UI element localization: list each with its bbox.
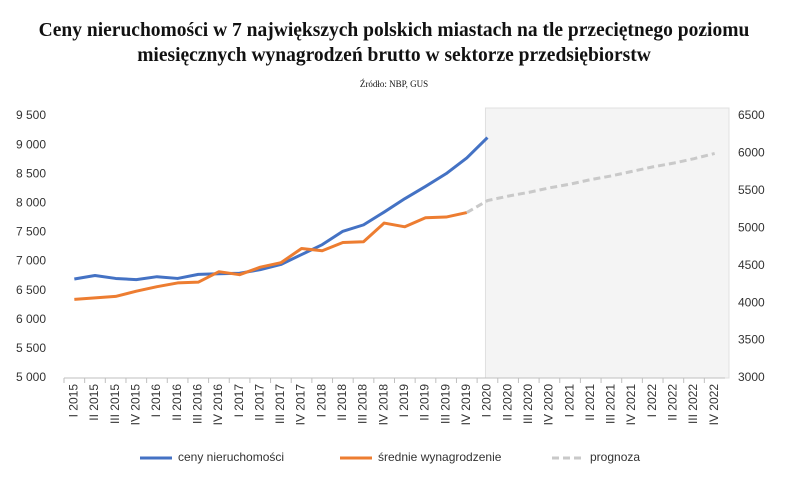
y-tick-label: 7 500 (16, 225, 46, 239)
x-tick-label: III 2018 (356, 384, 370, 424)
y-tick-label: 9 000 (16, 137, 46, 151)
x-tick-label: II 2018 (335, 384, 349, 421)
y2-tick-label: 5500 (738, 183, 765, 197)
x-tick-label: IV 2020 (542, 384, 556, 426)
x-tick-label: IV 2015 (128, 384, 142, 426)
y2-tick-label: 6500 (738, 108, 765, 122)
x-tick-label: I 2016 (149, 384, 163, 418)
y2-tick-label: 3000 (738, 370, 765, 384)
x-tick-label: I 2022 (645, 384, 659, 418)
y-tick-label: 8 500 (16, 166, 46, 180)
x-tick-label: IV 2021 (624, 384, 638, 426)
chart-title: Ceny nieruchomości w 7 największych pols… (38, 20, 750, 66)
x-tick-label: II 2020 (500, 384, 514, 421)
y2-tick-label: 3500 (738, 333, 765, 347)
x-tick-label: IV 2017 (294, 384, 308, 426)
y-tick-label: 6 000 (16, 312, 46, 326)
y2-tick-label: 5000 (738, 220, 765, 234)
legend-label: prognoza (590, 450, 640, 464)
x-tick-label: III 2019 (438, 384, 452, 424)
x-tick-label: IV 2018 (376, 384, 390, 426)
x-tick-label: II 2019 (418, 384, 432, 421)
legend-label: ceny nieruchomości (178, 450, 284, 464)
x-tick-label: IV 2016 (211, 384, 225, 426)
x-tick-label: I 2018 (314, 384, 328, 418)
x-tick-label: I 2017 (232, 384, 246, 418)
series-line (466, 151, 716, 214)
legend-label: średnie wynagrodzenie (378, 450, 502, 464)
x-tick-label: I 2019 (397, 384, 411, 418)
y-tick-label: 5 500 (16, 341, 46, 355)
y-tick-label: 9 500 (16, 108, 46, 122)
x-tick-label: IV 2022 (707, 384, 721, 426)
x-tick-label: III 2021 (604, 384, 618, 424)
chart-subtitle: Źródło: NBP, GUS (359, 79, 429, 89)
y2-tick-label: 6000 (738, 146, 765, 160)
x-tick-label: III 2017 (273, 384, 287, 424)
x-tick-label: I 2021 (562, 384, 576, 418)
y2-tick-label: 4000 (738, 295, 765, 309)
x-tick-label: III 2020 (521, 384, 535, 424)
x-tick-label: II 2015 (87, 384, 101, 421)
x-tick-label: III 2016 (190, 384, 204, 424)
x-tick-label: IV 2019 (459, 384, 473, 426)
series-line (74, 211, 468, 301)
x-tick-label: II 2016 (170, 384, 184, 421)
x-tick-label: II 2021 (583, 384, 597, 421)
x-tick-label: III 2015 (108, 384, 122, 424)
series-line (74, 136, 489, 282)
x-tick-label: III 2022 (686, 384, 700, 424)
x-tick-label: I 2015 (67, 384, 81, 418)
x-tick-label: I 2020 (480, 384, 494, 418)
y-tick-label: 8 000 (16, 196, 46, 210)
y-tick-label: 5 000 (16, 370, 46, 384)
forecast-area (484, 107, 730, 379)
x-tick-label: II 2022 (666, 384, 680, 421)
y2-tick-label: 4500 (738, 258, 765, 272)
y-tick-label: 7 000 (16, 254, 46, 268)
x-tick-label: II 2017 (252, 384, 266, 421)
y-tick-label: 6 500 (16, 283, 46, 297)
